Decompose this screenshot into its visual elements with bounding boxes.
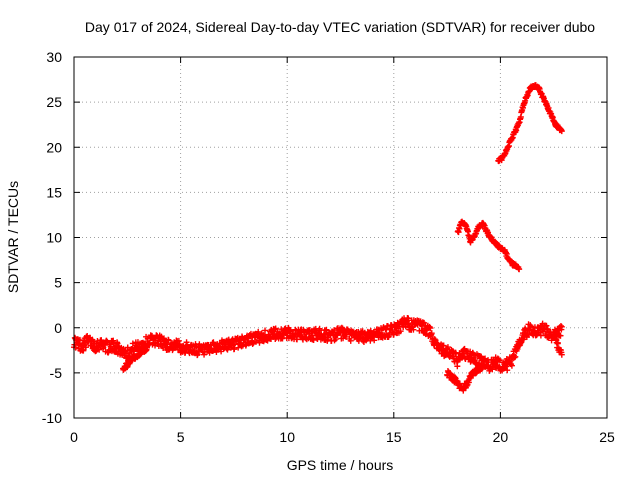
data-point	[440, 342, 447, 349]
data-point	[316, 325, 323, 332]
data-point	[516, 266, 523, 273]
x-tick-label: 5	[177, 429, 185, 445]
data-point	[554, 339, 561, 346]
x-tick-label: 0	[70, 429, 78, 445]
data-point	[397, 328, 404, 335]
data-point	[145, 341, 152, 348]
data-point	[528, 323, 535, 330]
data-point	[496, 357, 503, 364]
y-tick-label: -5	[50, 365, 63, 381]
data-point	[347, 337, 354, 344]
series-sdtvar-main	[71, 315, 565, 374]
x-tick-label: 25	[599, 429, 615, 445]
data-point	[511, 354, 518, 361]
data-point	[194, 351, 201, 358]
y-tick-label: 25	[46, 94, 62, 110]
grid-layer	[74, 57, 607, 418]
series-sdtvar-evening-dip	[444, 360, 486, 394]
y-tick-label: 30	[46, 49, 62, 65]
x-tick-label: 10	[279, 429, 295, 445]
x-axis-label: GPS time / hours	[287, 457, 394, 473]
data-point	[371, 337, 378, 344]
data-point	[310, 337, 317, 344]
data-point	[80, 347, 87, 354]
x-tick-label: 15	[386, 429, 402, 445]
data-point	[558, 128, 565, 135]
data-point	[410, 326, 417, 333]
y-tick-label: 5	[54, 275, 62, 291]
data-point	[272, 325, 279, 332]
data-point	[114, 340, 121, 347]
data-point	[284, 332, 291, 339]
data-point	[479, 364, 486, 371]
y-tick-label: 15	[46, 184, 62, 200]
x-tick-label: 20	[493, 429, 509, 445]
data-layer	[71, 82, 565, 394]
data-point	[512, 353, 519, 360]
y-tick-label: -10	[42, 410, 62, 426]
y-axis-label: SDTVAR / TECUs	[5, 181, 21, 293]
data-point	[82, 344, 89, 351]
y-tick-label: 0	[54, 320, 62, 336]
series-sdtvar-early-dip	[120, 341, 152, 373]
chart-title: Day 017 of 2024, Sidereal Day-to-day VTE…	[85, 19, 595, 35]
data-point	[504, 367, 511, 374]
series-sdtvar-late-drop	[552, 336, 565, 358]
y-tick-label: 20	[46, 139, 62, 155]
data-point	[428, 330, 435, 337]
data-point	[454, 363, 461, 370]
data-point	[557, 332, 564, 339]
tick-layer: 0 5 10 15 20 25 -10 -5 0 5 10 15 20 25 30	[42, 49, 615, 445]
series-sdtvar-arc-mid	[454, 218, 523, 273]
data-point	[405, 315, 412, 322]
data-point	[201, 351, 208, 358]
data-point	[253, 338, 260, 345]
data-point	[427, 325, 434, 332]
data-point	[249, 340, 256, 347]
data-point	[165, 337, 172, 344]
data-point	[558, 323, 565, 330]
data-point	[256, 339, 263, 346]
data-point	[426, 323, 433, 330]
series-sdtvar-arc-high	[495, 82, 565, 165]
data-point	[421, 319, 428, 326]
data-point	[508, 362, 515, 369]
data-point	[93, 347, 100, 354]
data-point	[262, 327, 269, 334]
y-tick-label: 10	[46, 230, 62, 246]
data-point	[444, 344, 451, 351]
data-point	[558, 351, 565, 358]
data-point	[76, 336, 83, 343]
